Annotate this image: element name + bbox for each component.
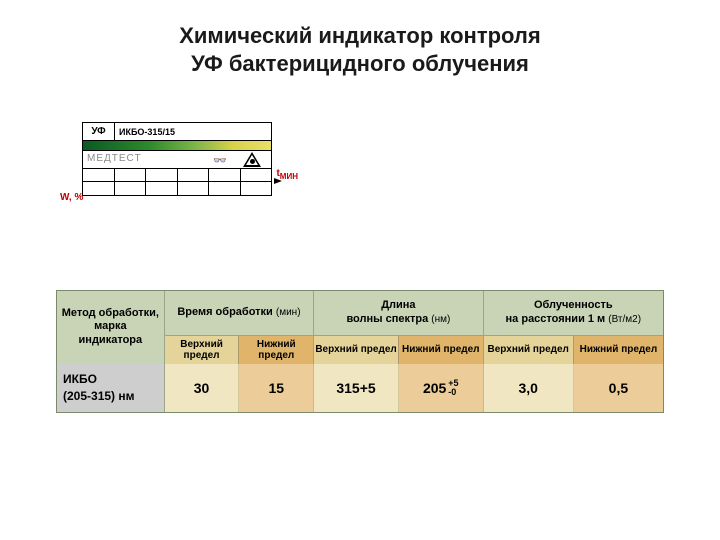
header-method: Метод обработки, марка индикатора xyxy=(57,291,165,364)
table-row: ИКБО (205-315) нм 30 15 315+5 205 +5 -0 … xyxy=(57,364,663,412)
strip-brand: МЕДТЕСТ xyxy=(87,153,142,164)
cell-wave-lower: 205 +5 -0 xyxy=(399,364,483,412)
cell-irr-upper: 3,0 xyxy=(484,364,574,412)
header-time-title: Время обработки xyxy=(177,306,273,318)
header-wave-upper: Верхний предел xyxy=(314,336,399,364)
cell-wave-lower-sub: -0 xyxy=(448,388,458,397)
header-group-wavelength: Длина волны спектра (нм) Верхний предел … xyxy=(314,291,483,364)
strip-uf-label: УФ xyxy=(83,123,115,140)
strip-grid-top xyxy=(83,169,271,182)
header-time-lower: Нижний предел xyxy=(239,336,313,364)
cell-time-upper: 30 xyxy=(165,364,240,412)
title-line-2: УФ бактерицидного облучения xyxy=(0,50,720,78)
header-irr-title2: на расстоянии 1 м xyxy=(506,313,606,325)
table-header: Метод обработки, марка индикатора Время … xyxy=(57,291,663,364)
header-wave-unit: (нм) xyxy=(431,314,450,325)
header-wave-lower: Нижний предел xyxy=(399,336,483,364)
row-label-line1: ИКБО xyxy=(63,371,158,388)
header-group-irradiance: Облученность на расстоянии 1 м (Вт/м2) В… xyxy=(484,291,663,364)
cell-wave-upper: 315+5 xyxy=(314,364,399,412)
header-group-time: Время обработки (мин) Верхний предел Ниж… xyxy=(165,291,315,364)
cell-time-lower: 15 xyxy=(239,364,313,412)
arrow-right-icon xyxy=(274,178,282,184)
w-axis-label: W, % xyxy=(60,192,83,203)
warning-triangle-dot xyxy=(250,159,255,164)
cell-irr-lower: 0,5 xyxy=(574,364,663,412)
header-irr-unit: (Вт/м2) xyxy=(608,314,641,325)
header-irr-upper: Верхний предел xyxy=(484,336,574,364)
strip-color-band xyxy=(83,141,271,151)
strip-code-label: ИКБО-315/15 xyxy=(115,123,271,140)
page-title: Химический индикатор контроля УФ бактери… xyxy=(0,0,720,77)
row-label: ИКБО (205-315) нм xyxy=(57,364,165,412)
header-irr-lower: Нижний предел xyxy=(574,336,663,364)
header-time-upper: Верхний предел xyxy=(165,336,240,364)
header-wave-title1: Длина xyxy=(318,299,478,313)
parameters-table: Метод обработки, марка индикатора Время … xyxy=(56,290,664,413)
row-label-line2: (205-315) нм xyxy=(63,388,158,405)
header-irr-title1: Облученность xyxy=(488,299,659,313)
header-wave-title2: волны спектра xyxy=(346,313,428,325)
header-time-unit: (мин) xyxy=(276,307,301,318)
indicator-strip-diagram: УФ ИКБО-315/15 МЕДТЕСТ 👓 tМИН W, % xyxy=(82,122,272,196)
title-line-1: Химический индикатор контроля xyxy=(0,22,720,50)
glasses-icon: 👓 xyxy=(213,154,227,167)
strip-grid-bottom xyxy=(83,182,271,195)
